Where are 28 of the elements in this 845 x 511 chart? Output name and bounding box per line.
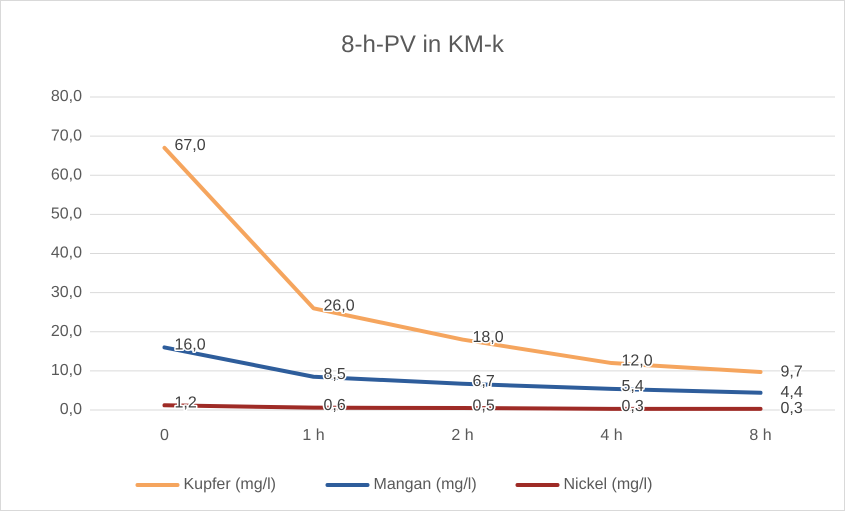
y-tick-label: 40,0: [50, 244, 82, 262]
y-tick-label: 50,0: [50, 206, 82, 223]
legend-label: Mangan (mg/l): [374, 476, 477, 494]
x-tick-label: 4 h: [600, 427, 623, 444]
data-label: 18,0: [472, 328, 504, 346]
x-tick-label: 1 h: [302, 427, 325, 444]
y-tick-label: 80,0: [50, 88, 82, 106]
y-tick-label: 20,0: [50, 322, 82, 340]
data-label: 0,3: [780, 400, 803, 418]
data-label: 9,7: [780, 363, 803, 380]
x-tick-label: 8 h: [749, 427, 772, 444]
y-tick-label: 10,0: [50, 362, 82, 380]
y-tick-label: 30,0: [50, 284, 82, 301]
data-label: 26,0: [324, 297, 355, 315]
data-label: 16,0: [174, 336, 206, 354]
data-label: 0,3: [622, 398, 644, 416]
legend-label: Nickel (mg/l): [564, 476, 652, 494]
x-tick-label: 0: [160, 427, 170, 444]
data-label: 0,6: [324, 396, 346, 414]
y-tick-label: 60,0: [50, 166, 82, 184]
data-label: 0,5: [472, 397, 495, 414]
data-label: 4,4: [780, 384, 803, 402]
y-tick-label: 70,0: [50, 127, 82, 144]
data-label: 67,0: [174, 137, 206, 154]
x-tick-label: 2 h: [451, 427, 474, 444]
y-tick-label: 0,0: [60, 401, 82, 418]
chart-title: 8-h-PV in KM-k: [341, 31, 505, 58]
legend-label: Kupfer (mg/l): [184, 476, 276, 494]
